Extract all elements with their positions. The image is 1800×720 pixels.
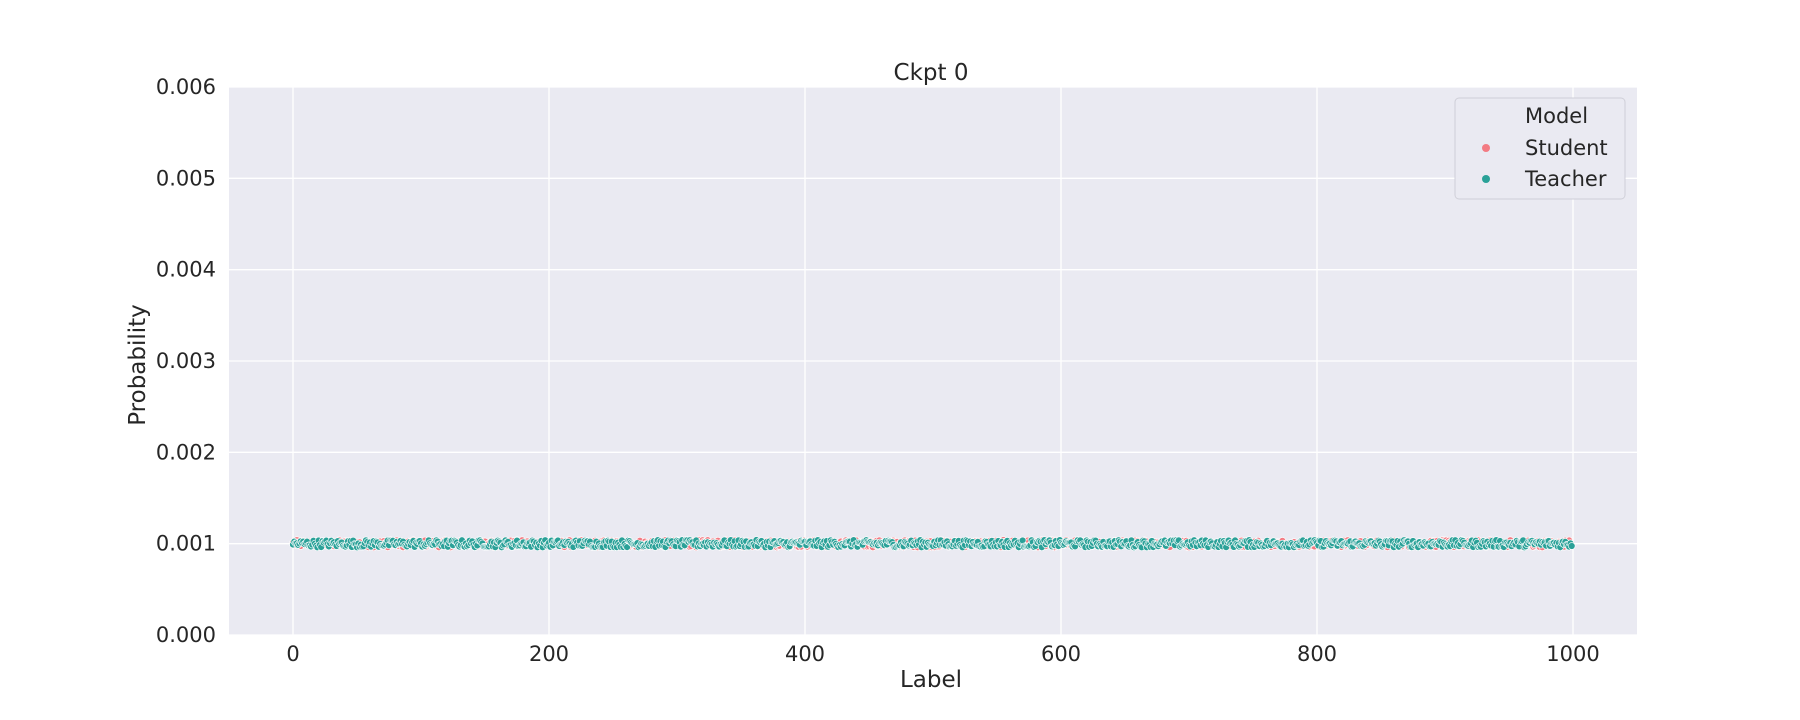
x-tick-label: 800	[1297, 642, 1337, 666]
x-tick-label: 1000	[1546, 642, 1599, 666]
legend-title: Model	[1525, 104, 1588, 128]
y-tick-label: 0.006	[156, 75, 216, 99]
y-axis-title: Probability	[125, 304, 151, 426]
y-axis: 0.000 0.001 0.002 0.003 0.004 0.005 0.006	[156, 75, 216, 647]
y-tick-label: 0.000	[156, 623, 216, 647]
legend-marker-teacher	[1482, 175, 1490, 183]
chart-title: Ckpt 0	[894, 60, 969, 86]
legend: Model Student Teacher	[1454, 97, 1626, 200]
data-points	[289, 536, 1576, 552]
legend-label-student: Student	[1525, 136, 1608, 160]
y-tick-label: 0.004	[156, 258, 216, 282]
legend-label-teacher: Teacher	[1524, 167, 1607, 191]
x-axis-title: Label	[900, 667, 962, 693]
series-teacher	[289, 536, 1576, 552]
legend-marker-student	[1482, 144, 1490, 152]
x-tick-label: 0	[286, 642, 299, 666]
x-tick-label: 600	[1041, 642, 1081, 666]
x-axis: 0 200 400 600 800 1000	[286, 642, 1599, 666]
data-point-teacher	[1568, 542, 1576, 550]
x-tick-label: 400	[785, 642, 825, 666]
y-tick-label: 0.005	[156, 166, 216, 190]
legend-box	[1454, 97, 1626, 200]
y-tick-label: 0.002	[156, 440, 216, 464]
y-tick-label: 0.003	[156, 349, 216, 373]
y-tick-label: 0.001	[156, 532, 216, 556]
x-tick-label: 200	[529, 642, 569, 666]
